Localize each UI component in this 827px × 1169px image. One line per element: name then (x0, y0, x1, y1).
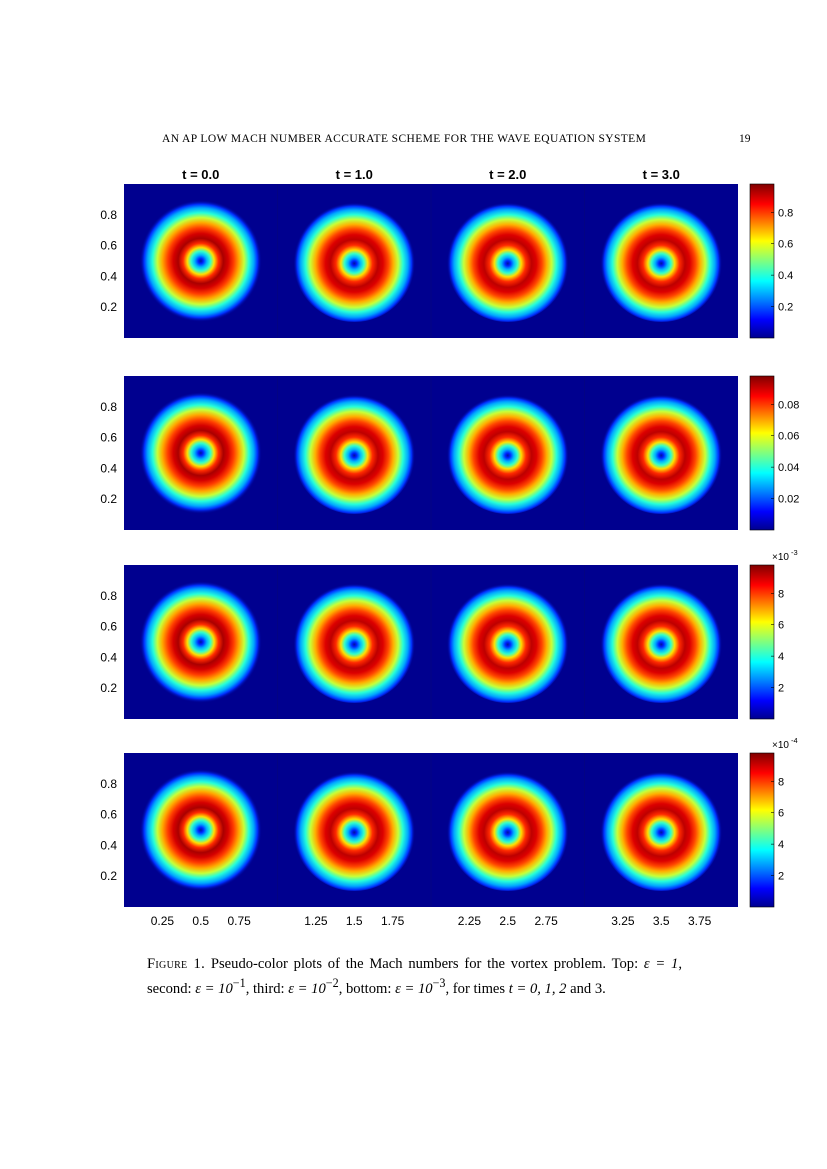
y-tick-label: 0.8 (100, 208, 117, 222)
vortex-plot-3-2 (446, 769, 569, 891)
vortex-plot-0-0 (139, 200, 262, 322)
caption-eps-bottom: ε = 10 (395, 980, 433, 997)
vortex-plot-0-1 (293, 200, 416, 322)
colorbar-tick-label: 0.06 (778, 431, 799, 443)
x-tick-label: 1.75 (381, 914, 405, 928)
caption-text-2: , second: (147, 956, 682, 997)
vortex-plot-1-0 (139, 392, 262, 514)
colorbar-tick-label: 4 (778, 651, 784, 663)
vortex-plot-2-3 (600, 581, 723, 703)
colorbar-tick-label: 4 (778, 839, 784, 851)
vortex-plot-1-1 (293, 392, 416, 514)
colorbar-tick-label: 0.8 (778, 207, 793, 219)
y-tick-label: 0.8 (100, 589, 117, 603)
figure-mach-number-plots: t = 0.0 t = 1.0 t = 2.0 t = 3.0 0.8 0.6 0.4 0.2… (100, 167, 799, 928)
page-number: 19 (739, 133, 751, 145)
y-tick-label: 0.4 (100, 461, 117, 475)
vortex-plot-0-3 (600, 200, 723, 322)
x-tick-label: 1.5 (346, 914, 363, 928)
x-tick-label: 3.75 (688, 914, 712, 928)
figure-caption: Figure 1. Pseudo-color plots of the Mach… (147, 955, 682, 999)
colorbar-tick-label: 6 (778, 808, 784, 820)
caption-eps-bottom-exp: −3 (432, 976, 446, 990)
colorbar-3 (749, 752, 775, 908)
colorbar-0 (749, 183, 775, 339)
y-tick-label: 0.2 (100, 492, 117, 506)
y-tick-label: 0.6 (100, 431, 117, 445)
vortex-plot-3-0 (139, 769, 262, 891)
colorbar-exponent: -3 (791, 548, 798, 557)
caption-eps-third-exp: −2 (325, 976, 339, 990)
caption-text-4: , bottom: (338, 980, 392, 997)
colorbar-1 (749, 375, 775, 531)
x-tick-label: 0.25 (151, 914, 175, 928)
x-tick-label: 2.75 (534, 914, 558, 928)
colorbar-tick-label: 0.08 (778, 399, 799, 411)
time-label-0: t = 0.0 (182, 167, 219, 182)
colorbar-tick-label: 8 (778, 776, 784, 788)
x-tick-label: 2.25 (458, 914, 482, 928)
vortex-plot-2-0 (139, 581, 262, 703)
colorbar-tick-label: 0.02 (778, 494, 799, 506)
y-tick-label: 0.6 (100, 620, 117, 634)
y-tick-label: 0.6 (100, 808, 117, 822)
caption-eps-third: ε = 10 (288, 980, 326, 997)
colorbar-multiplier: ×10 (772, 740, 789, 751)
y-tick-label: 0.4 (100, 269, 117, 283)
y-tick-label: 0.2 (100, 869, 117, 883)
running-head: AN AP LOW MACH NUMBER ACCURATE SCHEME FO… (0, 133, 827, 149)
x-tick-label: 0.5 (192, 914, 209, 928)
x-tick-label: 3.25 (611, 914, 635, 928)
x-tick-label: 0.75 (227, 914, 251, 928)
y-tick-label: 0.8 (100, 777, 117, 791)
time-label-1: t = 1.0 (336, 167, 373, 182)
caption-text-3: , third: (245, 980, 285, 997)
caption-text-6: and 3. (570, 980, 606, 997)
colorbar-tick-label: 2 (778, 683, 784, 695)
y-tick-label: 0.4 (100, 650, 117, 664)
y-tick-label: 0.2 (100, 300, 117, 314)
vortex-plot-3-3 (600, 769, 723, 891)
x-tick-label: 1.25 (304, 914, 328, 928)
colorbar-tick-label: 8 (778, 588, 784, 600)
vortex-plot-3-1 (293, 769, 416, 891)
colorbar-tick-label: 6 (778, 620, 784, 632)
colorbar-multiplier: ×10 (772, 552, 789, 563)
vortex-plot-1-3 (600, 392, 723, 514)
x-tick-label: 2.5 (499, 914, 516, 928)
colorbar-tick-label: 2 (778, 871, 784, 883)
caption-eps-second: ε = 10 (195, 980, 233, 997)
colorbar-tick-label: 0.04 (778, 462, 799, 474)
caption-text-5: , for times (445, 980, 506, 997)
y-tick-label: 0.8 (100, 400, 117, 414)
colorbar-tick-label: 0.4 (778, 270, 793, 282)
caption-times: t = 0, 1, 2 (508, 980, 567, 997)
vortex-plot-0-2 (446, 200, 569, 322)
caption-label: Figure 1. (147, 956, 206, 972)
vortex-plot-2-2 (446, 581, 569, 703)
y-tick-label: 0.6 (100, 239, 117, 253)
caption-text-1: Pseudo-color plots of the Mach numbers f… (210, 956, 639, 972)
colorbar-2 (749, 564, 775, 720)
y-tick-label: 0.4 (100, 838, 117, 852)
colorbar-exponent: -4 (791, 736, 798, 745)
colorbar-tick-label: 0.2 (778, 302, 793, 314)
caption-eps-top: ε = 1 (643, 956, 679, 972)
vortex-plot-2-1 (293, 581, 416, 703)
running-head-title: AN AP LOW MACH NUMBER ACCURATE SCHEME FO… (162, 133, 647, 145)
time-label-2: t = 2.0 (489, 167, 526, 182)
colorbar-tick-label: 0.6 (778, 239, 793, 251)
y-tick-label: 0.2 (100, 681, 117, 695)
time-label-3: t = 3.0 (643, 167, 680, 182)
caption-eps-second-exp: −1 (232, 976, 246, 990)
vortex-plot-1-2 (446, 392, 569, 514)
x-tick-label: 3.5 (653, 914, 670, 928)
